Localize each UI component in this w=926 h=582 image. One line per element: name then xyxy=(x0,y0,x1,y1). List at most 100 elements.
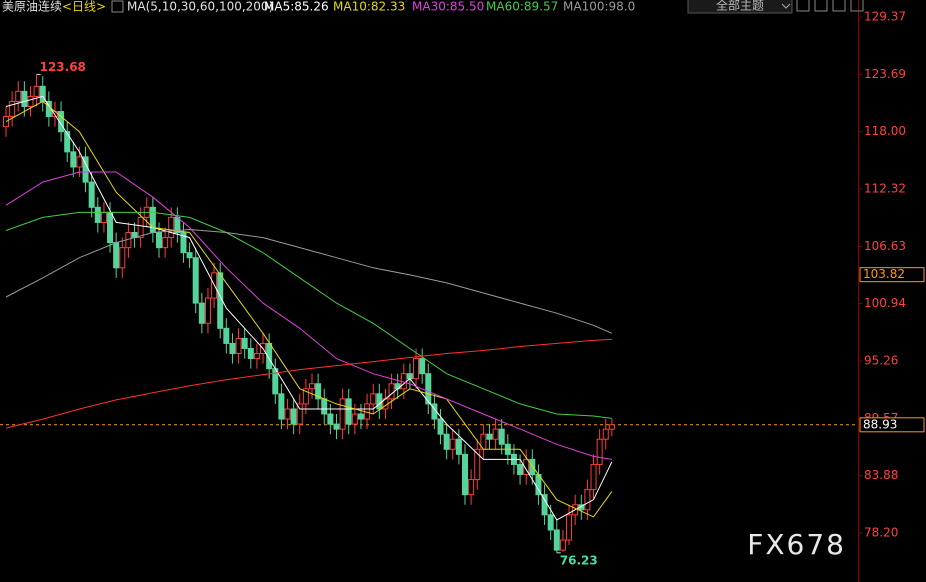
y-tick-label: 78.20 xyxy=(864,525,898,539)
candle-body xyxy=(406,373,413,380)
plot-area: 123.68 76.23 xyxy=(0,60,858,567)
ma-line xyxy=(5,228,613,334)
candle-body xyxy=(241,337,248,349)
toolbar-icon[interactable] xyxy=(814,0,828,12)
candle-body xyxy=(168,216,175,239)
candle-body xyxy=(498,428,505,445)
candle-body xyxy=(315,383,322,400)
candle-body xyxy=(88,181,95,208)
y-tick-label: 123.69 xyxy=(864,67,906,81)
candle-body xyxy=(27,95,34,107)
candle-body xyxy=(296,403,303,425)
toolbar-icon[interactable] xyxy=(850,0,864,12)
candle-body xyxy=(107,211,114,244)
candle-body xyxy=(529,458,536,476)
dropdown-arrow[interactable] xyxy=(781,3,791,9)
candle-body xyxy=(113,242,120,269)
price-box xyxy=(859,417,925,433)
candle-body xyxy=(223,327,230,344)
candle-body xyxy=(76,156,83,168)
candle-body xyxy=(419,358,426,375)
candle-body xyxy=(517,463,524,476)
candle-body xyxy=(339,398,346,430)
candle-body xyxy=(33,85,40,97)
candle-body xyxy=(235,337,242,355)
candle-body xyxy=(284,408,291,420)
ma-line xyxy=(5,95,613,521)
candle-body xyxy=(278,393,285,420)
candle-body xyxy=(247,347,254,360)
theme-button-label[interactable]: 全部主题 xyxy=(716,0,764,13)
legend-entry: MA100:98.0 xyxy=(563,0,635,14)
y-tick-label: 106.63 xyxy=(864,239,906,253)
y-tick-label: 95.26 xyxy=(864,353,898,367)
candle-body xyxy=(149,206,156,234)
candle-body xyxy=(309,383,315,390)
y-tick-label: 83.88 xyxy=(864,468,898,482)
candle-body xyxy=(137,216,144,239)
candle-body xyxy=(156,232,162,249)
candle-body xyxy=(437,418,444,435)
candle-body xyxy=(553,529,560,551)
period-label[interactable]: <日线> xyxy=(62,0,106,14)
candle-body xyxy=(449,438,456,450)
candle-body xyxy=(455,438,462,455)
instrument-title: 美原油连续 xyxy=(2,0,62,14)
annotation-label: 76.23 xyxy=(560,553,598,567)
candle-body xyxy=(3,116,9,128)
candle-body xyxy=(119,247,126,269)
candle-body xyxy=(64,131,71,153)
candle-body xyxy=(162,237,169,249)
candle-body xyxy=(492,428,499,440)
ma-line xyxy=(5,338,612,429)
candle-body xyxy=(302,388,309,405)
toolbar-icon[interactable] xyxy=(796,0,810,12)
legend-entry: MA30:85.50 xyxy=(412,0,484,14)
price-box xyxy=(859,267,925,283)
candle-body xyxy=(370,393,377,405)
toolbar-icon[interactable] xyxy=(832,0,846,12)
candle-body xyxy=(198,302,205,324)
candle-body xyxy=(180,232,187,254)
legend-entry: MA10:82.33 xyxy=(333,0,405,14)
candle-body xyxy=(523,458,530,476)
y-tick-label: 118.00 xyxy=(864,124,906,138)
candle-body xyxy=(345,398,352,425)
theme-button[interactable] xyxy=(687,0,793,14)
price-box-label: 103.82 xyxy=(863,267,905,281)
candle-body xyxy=(100,211,107,223)
candle-body xyxy=(590,463,597,491)
y-tick-label: 100.94 xyxy=(864,296,906,310)
candle-body xyxy=(351,413,358,425)
candle-body xyxy=(394,383,401,390)
legend-entry: MA5:85.26 xyxy=(264,0,329,14)
candle-body xyxy=(486,433,493,440)
candle-body xyxy=(443,433,450,450)
candle-body xyxy=(474,448,481,481)
candle-body xyxy=(290,408,297,425)
candle-body xyxy=(186,252,193,259)
candle-body xyxy=(566,514,573,541)
candle-body xyxy=(584,489,591,511)
candle-body xyxy=(9,100,16,118)
candle-body xyxy=(425,373,432,405)
indicator-icon[interactable] xyxy=(111,0,124,13)
candle-body xyxy=(204,297,211,324)
candle-body xyxy=(229,342,236,355)
y-tick-label: 112.32 xyxy=(864,181,906,195)
candle-body xyxy=(94,206,101,223)
candle-body xyxy=(596,438,603,465)
y-tick-label: 129.37 xyxy=(864,10,906,24)
candle-body xyxy=(321,398,328,415)
candle-body xyxy=(21,90,28,107)
candle-body xyxy=(253,353,260,360)
legend-entry: MA60:89.57 xyxy=(486,0,558,14)
candle-body xyxy=(192,257,199,304)
candle-body xyxy=(70,151,77,168)
candle-body xyxy=(15,90,22,102)
price-box-label: 88.93 xyxy=(863,417,897,431)
candle-body xyxy=(58,111,65,133)
ma-line xyxy=(5,171,612,460)
candle-body xyxy=(333,423,340,430)
